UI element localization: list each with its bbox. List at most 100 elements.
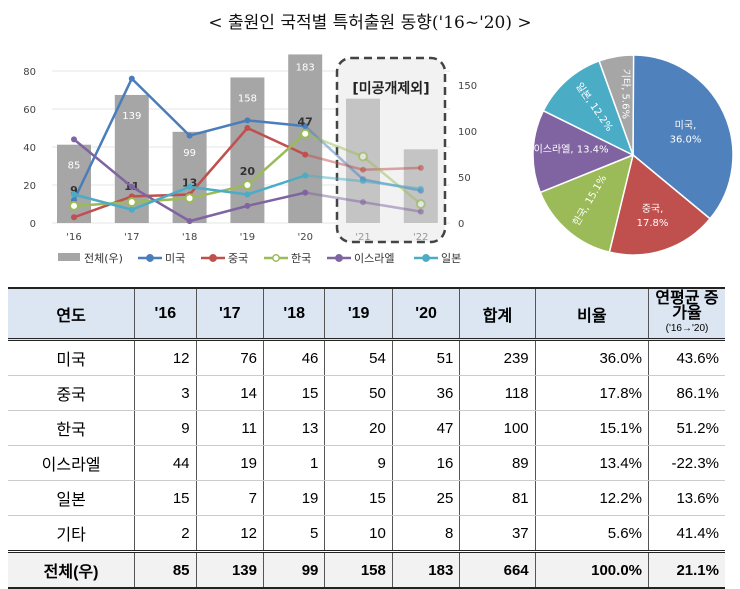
- y-left-tick: 60: [23, 105, 36, 116]
- column-header: 연도: [8, 287, 136, 341]
- point-이스라엘: [128, 183, 135, 190]
- point-중국: [360, 166, 366, 173]
- table-cell: 239: [459, 339, 536, 376]
- table-cell: 3: [134, 375, 197, 411]
- table-cell: 1: [262, 445, 326, 481]
- table-cell: 47: [391, 410, 461, 446]
- table-cell: 13: [262, 410, 326, 446]
- table-cell: 183: [391, 550, 461, 589]
- legend-label: 전체(우): [84, 252, 123, 265]
- table-cell: 15.1%: [534, 410, 650, 446]
- point-label: 9: [70, 184, 78, 197]
- row-label: 이스라엘: [8, 445, 136, 481]
- table-cell: 15: [324, 480, 393, 516]
- bar-label: 183: [296, 62, 315, 73]
- point-한국: [69, 200, 79, 211]
- pie-label-value: 17.8%: [637, 218, 669, 229]
- point-한국: [242, 180, 253, 190]
- pie-label-value: 13.4%: [577, 145, 609, 156]
- pie-label: 기타, 5.6%: [620, 69, 632, 119]
- y-right-tick: 100: [458, 127, 477, 138]
- column-header: 연평균 증가율 ('16→'20): [648, 287, 725, 341]
- point-중국: [244, 125, 251, 131]
- column-header: '18: [262, 287, 326, 341]
- table-cell: 14: [195, 375, 265, 411]
- row-label: 일본: [8, 480, 136, 516]
- row-label: 미국: [8, 339, 136, 376]
- x-tick: '19: [240, 232, 255, 243]
- table-cell: 9: [324, 445, 393, 481]
- table-cell: 5: [262, 515, 326, 552]
- point-한국: [126, 197, 137, 208]
- point-이스라엘: [360, 199, 366, 206]
- legend-label: 한국: [291, 252, 311, 265]
- table-row: 일본 15 7 19 15 25 81 12.2% 13.6%: [8, 480, 725, 516]
- table-cell: 8: [391, 515, 461, 552]
- pie-label-name: 중국,: [642, 203, 664, 215]
- x-tick: '21: [355, 232, 370, 243]
- pie-slice-한국: [539, 153, 635, 254]
- point-한국: [358, 151, 368, 162]
- x-tick: '20: [297, 232, 312, 243]
- point-일본: [417, 185, 424, 192]
- column-header: 비율: [534, 287, 650, 341]
- row-label: 한국: [8, 410, 136, 446]
- pie-slice-중국: [608, 153, 712, 256]
- table-cell: 25: [391, 480, 461, 516]
- y-right-tick: 50: [458, 173, 471, 184]
- table-cell: 158: [324, 550, 393, 589]
- table-cell: 43.6%: [648, 339, 725, 376]
- x-tick: '18: [182, 232, 197, 243]
- table-cell: 51.2%: [648, 410, 725, 446]
- x-tick: '17: [124, 232, 139, 243]
- legend-marker: [422, 254, 430, 262]
- data-table: 연도 '16'17'18'19'20 합계 비율 연평균 증가율 ('16→'20) 미국…: [8, 287, 725, 589]
- bar-'18: [172, 131, 207, 223]
- pie-label: 이스라엘, 13.4%: [534, 143, 609, 156]
- legend-marker: [209, 254, 217, 262]
- table-cell: 139: [195, 550, 265, 589]
- pie-slice-이스라엘: [532, 109, 635, 194]
- table-cell: 19: [262, 480, 326, 516]
- pie-label: 미국, 36.0%: [670, 119, 702, 145]
- point-미국: [186, 132, 193, 139]
- table-row: 한국 9 11 13 20 47 100 15.1% 51.2%: [8, 410, 725, 446]
- column-header: 합계: [459, 287, 536, 341]
- legend-marker: [272, 254, 280, 262]
- pie-label-name: 기타,: [620, 69, 632, 94]
- table-row: 미국 12 76 46 54 51 239 36.0% 43.6%: [8, 339, 725, 376]
- legend-label: 중국: [228, 252, 248, 265]
- table-cell: 15: [262, 375, 326, 411]
- pie-slice-미국: [632, 54, 734, 220]
- point-미국: [128, 75, 135, 82]
- combo-chart: 020406080050100150[미공개제외]8513999158183'1…: [23, 54, 477, 265]
- table-cell: 85: [134, 550, 197, 589]
- pie-label-value: 5.6%: [620, 94, 631, 119]
- table-cell: 54: [324, 339, 393, 376]
- pie-label-name: 이스라엘,: [534, 143, 577, 156]
- table-header-row: 연도 '16'17'18'19'20 합계 비율 연평균 증가율 ('16→'20): [8, 287, 725, 341]
- table-row: 이스라엘 44 19 1 9 16 89 13.4% -22.3%: [8, 445, 725, 481]
- legend-marker: [335, 254, 343, 262]
- table-cell: 19: [195, 445, 265, 481]
- y-left-tick: 0: [30, 219, 36, 230]
- header-sublabel: ('16→'20): [665, 323, 709, 334]
- point-label: 20: [240, 165, 256, 178]
- table-cell: -22.3%: [648, 445, 725, 481]
- header-label: 연평균 증가율: [655, 290, 719, 322]
- legend-label: 미국: [165, 252, 185, 265]
- table-cell: 12: [195, 515, 265, 552]
- row-label: 기타: [8, 515, 136, 552]
- point-중국: [302, 151, 309, 158]
- point-일본: [244, 191, 251, 198]
- pie-slice-기타: [598, 54, 635, 156]
- table-cell: 17.8%: [534, 375, 650, 411]
- point-이스라엘: [71, 136, 77, 143]
- unpublished-label: [미공개제외]: [352, 80, 429, 97]
- table-cell: 51: [391, 339, 461, 376]
- column-header: '17: [195, 287, 265, 341]
- bar-label: 139: [122, 111, 141, 122]
- table-cell: 36: [391, 375, 461, 411]
- bar-'19: [230, 77, 265, 223]
- legend-label: 일본: [441, 251, 461, 265]
